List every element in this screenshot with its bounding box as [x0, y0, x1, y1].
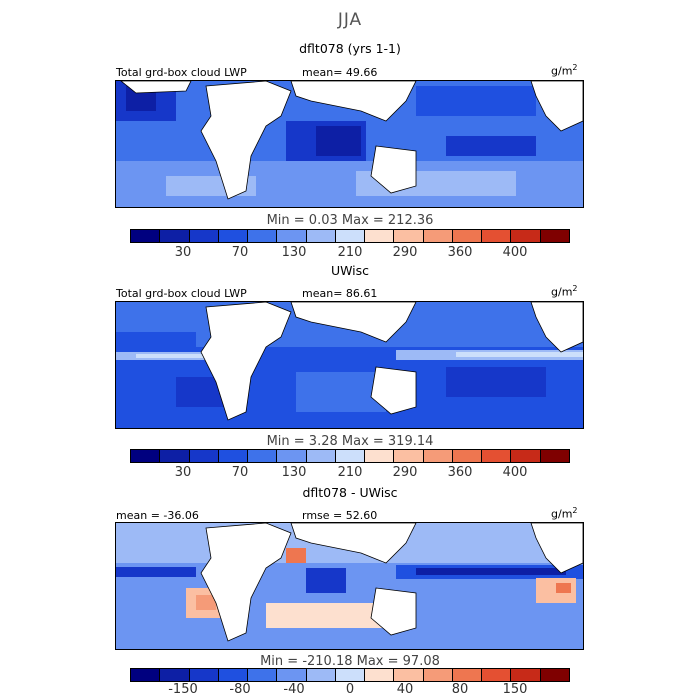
colorbar-segment: [482, 669, 512, 681]
colorbar-segment: [218, 669, 249, 681]
colorbar-tick: 400: [502, 465, 528, 480]
colorbar-segment: [482, 450, 512, 462]
panel-title-obs: UWisc: [330, 263, 370, 278]
colorbar-segment: [452, 450, 483, 462]
colorbar-tick: 40: [396, 682, 414, 697]
colorbar-segment: [335, 230, 366, 242]
colorbar-segment: [160, 669, 190, 681]
colorbar-segment: [540, 230, 569, 242]
colorbar-segment: [394, 230, 424, 242]
colorbar-tick: -150: [168, 682, 198, 697]
colorbar-tick: 70: [231, 465, 249, 480]
colorbar-obs: [130, 449, 570, 463]
panel-title-model: dflt078 (yrs 1-1): [299, 41, 401, 56]
panel-min-max: Min = 0.03 Max = 212.36: [266, 213, 434, 228]
panel-units-label: g/m2: [551, 63, 578, 78]
colorbar-segment: [248, 450, 278, 462]
colorbar-segment: [394, 669, 424, 681]
colorbar-segment: [423, 450, 453, 462]
colorbar-segment: [540, 450, 569, 462]
panel-mean-label: mean= 49.66: [302, 66, 378, 79]
map-model-lwp: [115, 80, 584, 208]
colorbar-tick: 290: [392, 465, 418, 480]
colorbar-tick: -80: [229, 682, 251, 697]
colorbar-segment: [452, 230, 483, 242]
colorbar-segment: [423, 669, 453, 681]
colorbar-segment: [131, 230, 161, 242]
colorbar-segment: [365, 669, 395, 681]
panel-mean-label: mean= 86.61: [302, 287, 378, 300]
colorbar-tick: 400: [502, 245, 528, 260]
colorbar-segment: [306, 669, 336, 681]
panel-variable-label: Total grd-box cloud LWP: [116, 287, 247, 300]
panel-units-label: g/m2: [551, 506, 578, 521]
colorbar-segment: [394, 450, 424, 462]
colorbar-tick: 0: [345, 682, 355, 697]
colorbar-segment: [306, 230, 336, 242]
colorbar-segment: [189, 230, 219, 242]
panel-min-max: Min = 3.28 Max = 319.14: [266, 434, 434, 449]
colorbar-segment: [277, 669, 307, 681]
colorbar-segment: [365, 450, 395, 462]
colorbar-segment: [160, 230, 190, 242]
colorbar-tick: 30: [174, 465, 192, 480]
map-obs-lwp: [115, 301, 584, 429]
colorbar-tick: 290: [392, 245, 418, 260]
colorbar-diff: [130, 668, 570, 682]
colorbar-segment: [365, 230, 395, 242]
panel-title-diff: dflt078 - UWisc: [302, 485, 398, 500]
colorbar-segment: [335, 450, 366, 462]
colorbar-tick: 360: [447, 245, 473, 260]
colorbar-tick: 30: [174, 245, 192, 260]
colorbar-segment: [511, 230, 541, 242]
colorbar-segment: [335, 669, 366, 681]
panel-mean-label: mean = -36.06: [116, 509, 199, 522]
colorbar-tick: 210: [337, 465, 363, 480]
figure-title: JJA: [337, 10, 363, 30]
colorbar-segment: [306, 450, 336, 462]
colorbar-segment: [218, 230, 249, 242]
colorbar-segment: [277, 230, 307, 242]
colorbar-tick: 210: [337, 245, 363, 260]
colorbar-segment: [452, 669, 483, 681]
colorbar-model: [130, 229, 570, 243]
colorbar-segment: [189, 669, 219, 681]
colorbar-segment: [189, 450, 219, 462]
colorbar-tick: 70: [231, 245, 249, 260]
colorbar-segment: [248, 669, 278, 681]
map-diff-lwp: [115, 522, 584, 650]
colorbar-segment: [218, 450, 249, 462]
colorbar-tick: 150: [502, 682, 528, 697]
colorbar-tick: -40: [283, 682, 305, 697]
colorbar-segment: [248, 230, 278, 242]
colorbar-segment: [511, 669, 541, 681]
panel-units-label: g/m2: [551, 284, 578, 299]
panel-rmse-label: rmse = 52.60: [302, 509, 378, 522]
colorbar-segment: [511, 450, 541, 462]
colorbar-segment: [160, 450, 190, 462]
colorbar-segment: [131, 669, 161, 681]
colorbar-tick: 130: [281, 245, 307, 260]
colorbar-tick: 360: [447, 465, 473, 480]
colorbar-segment: [482, 230, 512, 242]
colorbar-segment: [540, 669, 569, 681]
panel-min-max: Min = -210.18 Max = 97.08: [260, 654, 440, 669]
colorbar-tick: 80: [451, 682, 469, 697]
panel-variable-label: Total grd-box cloud LWP: [116, 66, 247, 79]
colorbar-segment: [131, 450, 161, 462]
colorbar-tick: 130: [281, 465, 307, 480]
colorbar-segment: [423, 230, 453, 242]
colorbar-segment: [277, 450, 307, 462]
